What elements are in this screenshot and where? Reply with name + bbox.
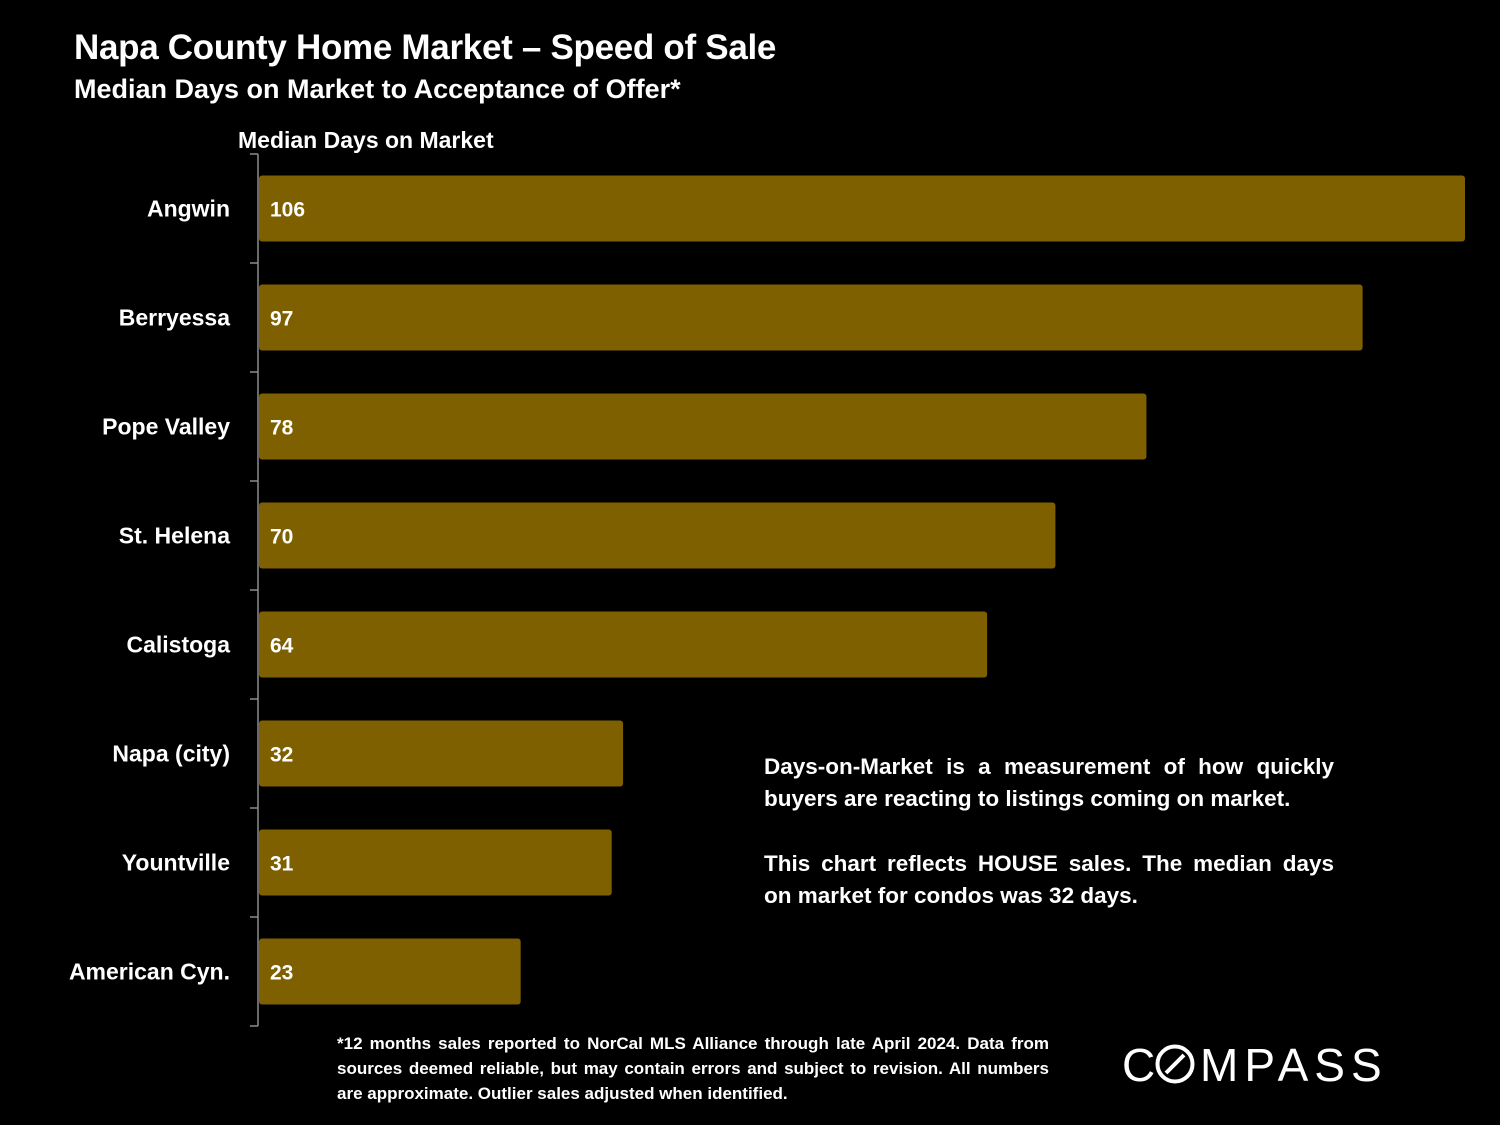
category-tick-label: Pope Valley: [102, 414, 230, 440]
bar-value-label: 78: [270, 417, 294, 440]
value-axis-title: Median Days on Market: [238, 127, 494, 153]
category-tick-label: St. Helena: [119, 523, 230, 549]
bar-value-label: 106: [270, 199, 305, 222]
logo-letters-mpass: MPASS: [1200, 1039, 1388, 1091]
bar-value-label: 97: [270, 308, 293, 331]
bar: [259, 938, 521, 1005]
category-tick-label: Napa (city): [112, 741, 230, 767]
category-tick-label: Yountville: [122, 850, 230, 876]
dom-explanation-note: Days-on-Market is a measurement of how q…: [764, 754, 1334, 811]
bar: [259, 393, 1147, 460]
bar: [259, 720, 624, 787]
bar-value-label: 31: [270, 853, 294, 876]
bar: [259, 611, 988, 678]
bar: [259, 175, 1465, 242]
category-tick-label: American Cyn.: [69, 959, 230, 985]
bar: [259, 284, 1363, 351]
bar-value-label: 32: [270, 744, 293, 767]
bar-value-label: 70: [270, 526, 293, 549]
category-tick-label: Calistoga: [126, 632, 230, 658]
logo-letter-c: C: [1122, 1039, 1155, 1091]
category-tick-label: Angwin: [147, 196, 230, 222]
bar-value-label: 64: [270, 635, 294, 658]
chart-subtitle: Median Days on Market to Acceptance of O…: [74, 74, 681, 104]
bar: [259, 829, 612, 896]
category-tick-label: Berryessa: [119, 305, 230, 331]
chart-title: Napa County Home Market – Speed of Sale: [74, 28, 777, 67]
bar: [259, 502, 1056, 569]
compass-o-icon: [1155, 1044, 1195, 1084]
compass-logo: C MPASS: [1122, 1039, 1388, 1091]
source-footnote: *12 months sales reported to NorCal MLS …: [337, 1034, 1049, 1103]
house-sales-note: This chart reflects HOUSE sales. The med…: [764, 851, 1334, 908]
bar-value-label: 23: [270, 962, 293, 985]
